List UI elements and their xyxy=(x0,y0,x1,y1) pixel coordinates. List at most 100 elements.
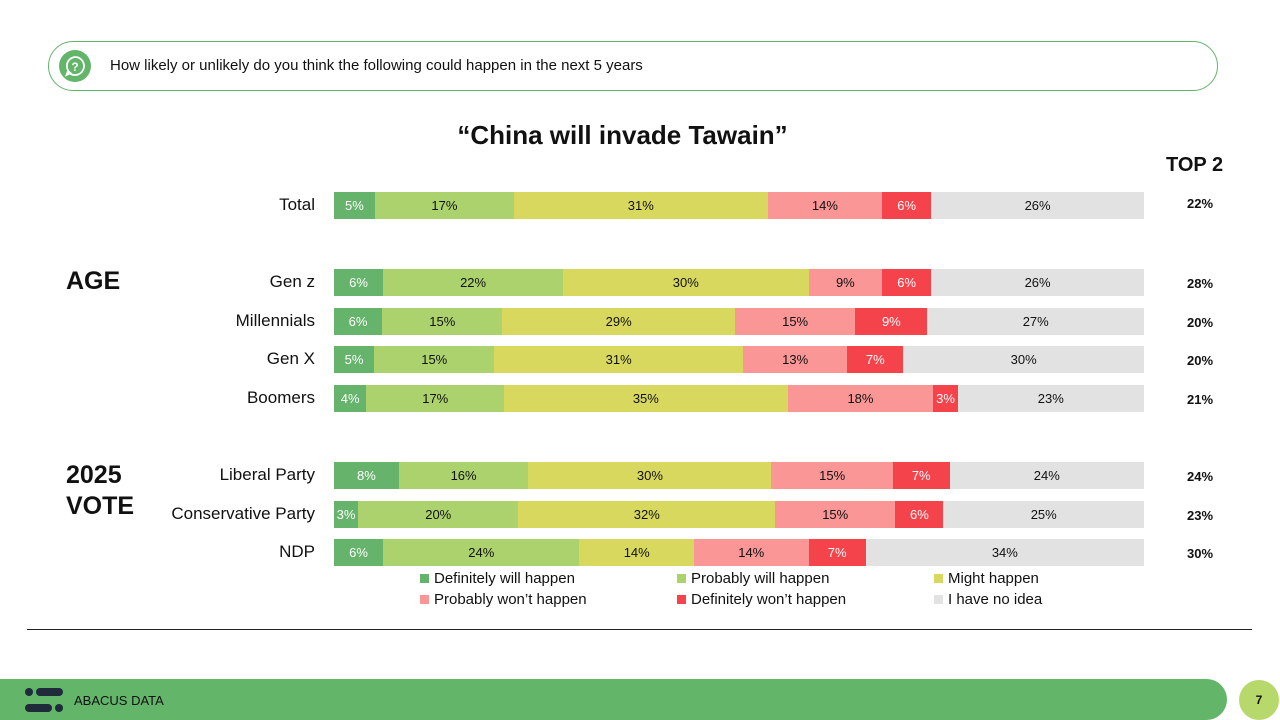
row-label: Gen X xyxy=(266,349,315,368)
bar-segment: 7% xyxy=(847,346,904,373)
bar-segment: 24% xyxy=(949,462,1144,489)
legend-item: Probably won’t happen xyxy=(420,591,587,608)
bar-row: 6% 15% 29% 15% 9% 27% xyxy=(334,308,1144,335)
bar-segment: 29% xyxy=(502,308,735,335)
bar-segment: 35% xyxy=(504,385,788,412)
legend-swatch xyxy=(677,574,686,583)
legend-swatch xyxy=(934,595,943,604)
bar-segment: 30% xyxy=(563,269,809,296)
row-label: NDP xyxy=(279,542,315,561)
row-label: Total xyxy=(279,195,315,214)
question-bubble-icon: ? xyxy=(59,50,91,82)
top2-value: 23% xyxy=(1187,508,1214,523)
chart-title: “China will invade Tawain” xyxy=(457,120,788,150)
legend-swatch xyxy=(420,595,429,604)
bar-segment: 16% xyxy=(398,462,529,489)
top2-value: 24% xyxy=(1187,469,1214,484)
top2-value: 28% xyxy=(1187,276,1214,291)
top2-value: 20% xyxy=(1187,315,1214,330)
legend-item: Probably will happen xyxy=(677,570,829,587)
bar-row: 6% 22% 30% 9% 6% 26% xyxy=(334,269,1144,296)
bar-row: 5% 17% 31% 14% 6% 26% xyxy=(334,192,1144,219)
legend-item: Might happen xyxy=(934,570,1039,587)
top2-value: 22% xyxy=(1187,196,1214,211)
legend-label: Definitely will happen xyxy=(434,570,575,587)
row-label: Gen z xyxy=(269,272,315,291)
legend-label: I have no idea xyxy=(948,591,1043,608)
row-label: Liberal Party xyxy=(219,465,315,484)
group-label-age: AGE xyxy=(66,267,121,295)
bar-segment: 15% xyxy=(771,462,893,489)
bar-segment: 34% xyxy=(865,539,1144,566)
legend-swatch xyxy=(420,574,429,583)
row-label: Boomers xyxy=(246,388,315,407)
bar-segment: 30% xyxy=(903,346,1144,373)
bar-segment: 5% xyxy=(334,192,375,219)
bar-segment: 6% xyxy=(882,269,932,296)
legend-item: Definitely won’t happen xyxy=(677,591,846,608)
bar-segment: 26% xyxy=(931,269,1144,296)
bar-segment: 3% xyxy=(933,385,958,412)
bar-segment: 17% xyxy=(366,385,505,412)
brand-name: ABACUS DATA xyxy=(74,693,164,708)
bar-segment: 5% xyxy=(334,346,375,373)
bar-row: 5% 15% 31% 13% 7% 30% xyxy=(334,346,1144,373)
bar-segment: 14% xyxy=(767,192,883,219)
bar-segment: 24% xyxy=(383,539,580,566)
bar-segment: 6% xyxy=(895,501,944,528)
bar-segment: 31% xyxy=(513,192,768,219)
legend-label: Might happen xyxy=(948,570,1039,587)
bar-segment: 6% xyxy=(334,269,384,296)
bar-segment: 25% xyxy=(943,501,1144,528)
bar-segment: 15% xyxy=(775,501,896,528)
legend-swatch xyxy=(677,595,686,604)
top2-header: TOP 2 xyxy=(1166,154,1224,176)
bar-segment: 9% xyxy=(808,269,883,296)
bar-row: 8% 16% 30% 15% 7% 24% xyxy=(334,462,1144,489)
bar-segment: 3% xyxy=(334,501,359,528)
bar-row: 3% 20% 32% 15% 6% 25% xyxy=(334,501,1144,528)
bar-segment: 4% xyxy=(334,385,367,412)
bar-segment: 6% xyxy=(334,539,384,566)
footer-bar xyxy=(0,679,1227,720)
bar-row: 6% 24% 14% 14% 7% 34% xyxy=(334,539,1144,566)
bar-segment: 27% xyxy=(927,308,1144,335)
footer-divider xyxy=(27,629,1252,630)
bar-segment: 26% xyxy=(931,192,1144,219)
top2-value: 20% xyxy=(1187,353,1214,368)
bar-segment: 7% xyxy=(892,462,950,489)
bar-segment: 15% xyxy=(734,308,856,335)
group-label-vote-line2: VOTE xyxy=(66,492,135,520)
bar-segment: 32% xyxy=(518,501,776,528)
legend-swatch xyxy=(934,574,943,583)
bar-segment: 23% xyxy=(957,385,1144,412)
bar-segment: 18% xyxy=(787,385,934,412)
abacus-logo-icon xyxy=(25,688,63,712)
legend-item: Definitely will happen xyxy=(420,570,575,587)
bar-segment: 13% xyxy=(743,346,848,373)
question-banner: ? How likely or unlikely do you think th… xyxy=(48,41,1218,91)
bar-segment: 9% xyxy=(855,308,928,335)
bar-row: 4% 17% 35% 18% 3% 23% xyxy=(334,385,1144,412)
bar-segment: 6% xyxy=(334,308,383,335)
legend-label: Probably will happen xyxy=(691,570,830,587)
bar-segment: 7% xyxy=(808,539,866,566)
bar-segment: 31% xyxy=(494,346,743,373)
row-label: Conservative Party xyxy=(171,504,315,523)
legend-item: I have no idea xyxy=(934,591,1042,608)
bar-segment: 30% xyxy=(528,462,772,489)
page-number: 7 xyxy=(1239,680,1279,720)
bar-segment: 14% xyxy=(693,539,809,566)
bar-segment: 6% xyxy=(882,192,932,219)
bar-segment: 20% xyxy=(358,501,519,528)
bar-segment: 15% xyxy=(374,346,495,373)
bar-segment: 22% xyxy=(383,269,564,296)
top2-value: 30% xyxy=(1187,546,1214,561)
row-label: Millennials xyxy=(235,311,315,330)
bar-segment: 8% xyxy=(334,462,399,489)
svg-text:?: ? xyxy=(71,60,78,74)
bar-segment: 15% xyxy=(382,308,503,335)
legend-label: Probably won’t happen xyxy=(434,591,587,608)
group-label-vote-line1: 2025 xyxy=(66,461,122,489)
legend-label: Definitely won’t happen xyxy=(691,591,847,608)
